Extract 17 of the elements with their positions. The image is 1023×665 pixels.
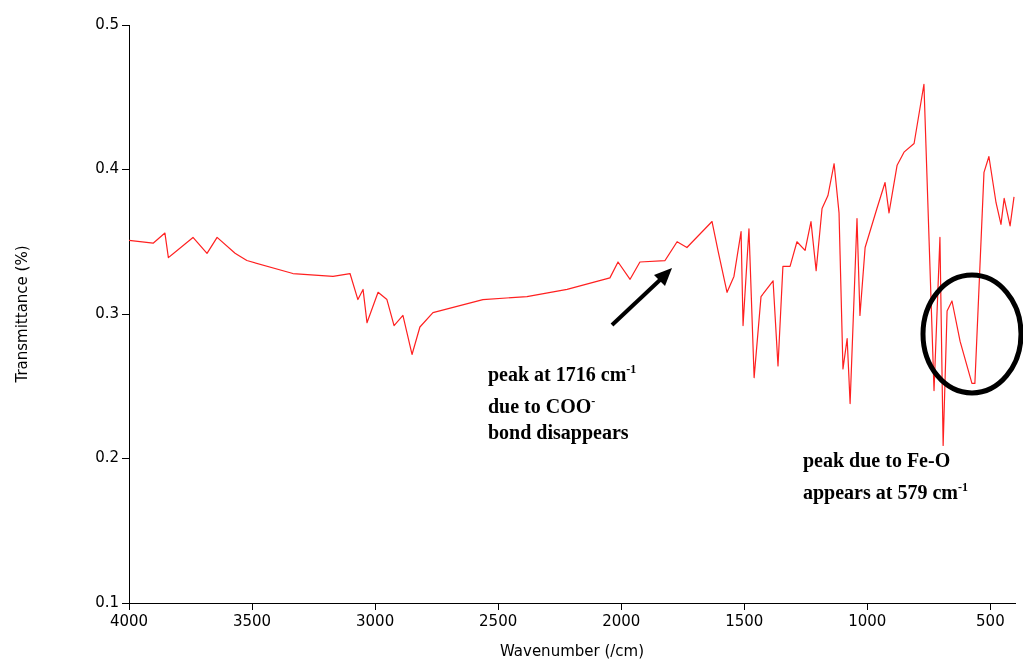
y-tick-label: 0.5	[95, 14, 119, 33]
x-tick-label: 1500	[725, 611, 764, 630]
x-tick-label: 3500	[232, 611, 272, 630]
x-tick-label: 1000	[848, 611, 887, 630]
y-tick-label: 0.1	[95, 592, 119, 611]
x-tick-label: 4000	[109, 611, 149, 630]
y-axis-title: Transmittance (%)	[12, 245, 31, 384]
annotation: peak due to Fe-O appears at 579 cm$^{-1}$	[803, 448, 968, 506]
y-tick-label: 0.2	[95, 448, 119, 467]
x-tick-label: 2000	[602, 611, 641, 630]
text: peak at 1716 cm$^{-1}$ due to COO$^{-}$ bond disappears	[488, 362, 637, 444]
x-axis-title: Wavenumber (/cm)	[499, 641, 645, 660]
y-tick-label: 0.3	[95, 303, 119, 322]
x-tick-label: 500	[976, 611, 1005, 630]
x-tick-label: 2500	[479, 611, 518, 630]
y-tick-label: 0.4	[95, 159, 119, 178]
x-tick-label: 3000	[356, 611, 395, 630]
